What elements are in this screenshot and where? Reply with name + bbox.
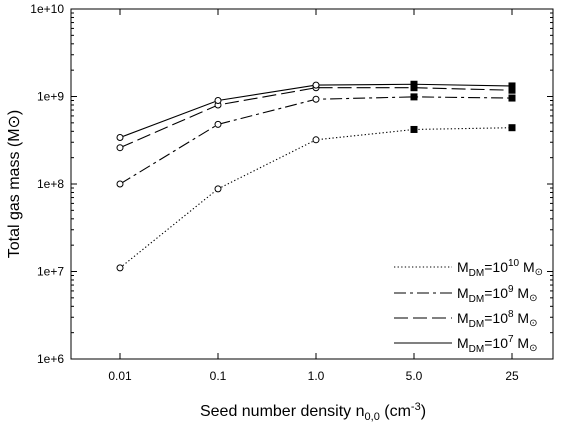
x-tick-label: 5.0 xyxy=(406,369,423,383)
legend-label-mid: =10 xyxy=(484,285,508,301)
data-point-filled xyxy=(410,125,418,133)
data-point-filled xyxy=(508,94,516,102)
series-layer xyxy=(116,80,516,272)
legend-label: MDM=1010 M⊙ xyxy=(457,258,543,279)
x-tick-label: 1.0 xyxy=(308,369,325,383)
x-tick-label: 25 xyxy=(505,369,519,383)
legend-label: MDM=109 M⊙ xyxy=(457,284,538,305)
series-dashdot xyxy=(116,93,516,188)
x-axis-title: Seed number density n0,0 (cm-3) xyxy=(200,401,426,423)
data-point-open xyxy=(214,97,222,105)
legend-label-sun: ⊙ xyxy=(529,318,537,329)
data-point-open xyxy=(312,136,320,144)
legend-label-mid: =10 xyxy=(484,310,508,326)
legend: MDM=1010 M⊙MDM=109 M⊙MDM=108 M⊙MDM=107 M… xyxy=(394,258,543,355)
data-point-filled xyxy=(508,82,516,90)
data-point-open xyxy=(116,133,124,141)
y-tick-label: 1e+6 xyxy=(37,352,64,366)
x-axis-title-unit-sup: -3 xyxy=(411,401,421,413)
x-tick-label: 0.1 xyxy=(210,369,227,383)
legend-label-sup: 9 xyxy=(508,284,514,295)
series-line xyxy=(119,83,513,139)
x-axis-title-unit-open: (cm xyxy=(380,403,411,420)
data-point-open xyxy=(214,185,222,193)
x-tick-label: 0.01 xyxy=(108,369,132,383)
series-line xyxy=(119,127,513,269)
legend-label: MDM=108 M⊙ xyxy=(457,309,538,330)
legend-label-post: M xyxy=(514,285,530,301)
legend-label-sup: 10 xyxy=(508,258,520,269)
legend-label-pre: M xyxy=(457,335,469,351)
data-point-filled xyxy=(410,80,418,88)
legend-label-sun: ⊙ xyxy=(529,293,537,304)
y-axis-title-close: ) xyxy=(6,110,23,115)
legend-label-sub: DM xyxy=(469,344,485,355)
legend-label-pre: M xyxy=(457,259,469,275)
data-point-open xyxy=(116,180,124,188)
data-point-open xyxy=(312,95,320,103)
data-point-open xyxy=(116,144,124,152)
legend-label: MDM=107 M⊙ xyxy=(457,334,538,355)
data-point-open xyxy=(214,120,222,128)
y-tick-label: 1e+9 xyxy=(37,90,64,104)
y-tick-label: 1e+10 xyxy=(30,2,64,16)
legend-label-sub: DM xyxy=(469,319,485,330)
data-point-open xyxy=(116,264,124,272)
series-solid xyxy=(116,80,516,141)
x-axis-title-main: Seed number density n xyxy=(200,403,365,420)
data-point-filled xyxy=(410,93,418,101)
plot-frame xyxy=(70,8,554,360)
x-axis-ticks: 0.01 0.1 1.0 5.0 25 xyxy=(108,9,519,383)
y-axis-title: Total gas mass (M⊙) xyxy=(6,110,23,259)
legend-label-mid: =10 xyxy=(484,335,508,351)
legend-label-mid: =10 xyxy=(484,259,508,275)
legend-label-sun: ⊙ xyxy=(529,343,537,354)
legend-label-sub: DM xyxy=(469,294,485,305)
y-axis-title-main: Total gas mass (M xyxy=(6,128,23,258)
data-point-filled xyxy=(508,124,516,132)
legend-label-sup: 8 xyxy=(508,309,514,320)
legend-label-pre: M xyxy=(457,285,469,301)
legend-label-post: M xyxy=(519,259,535,275)
legend-label-sub: DM xyxy=(469,268,485,279)
legend-label-post: M xyxy=(514,335,530,351)
legend-label-post: M xyxy=(514,310,530,326)
y-axis-ticks: 1e+6 1e+7 1e+8 1e+9 1e+10 xyxy=(30,2,553,366)
series-dotted xyxy=(116,124,516,272)
y-axis-title-sun: ⊙ xyxy=(6,115,23,128)
legend-label-pre: M xyxy=(457,310,469,326)
y-tick-label: 1e+8 xyxy=(37,177,64,191)
legend-label-sun: ⊙ xyxy=(535,267,543,278)
data-point-filled xyxy=(508,86,516,94)
y-tick-label: 1e+7 xyxy=(37,265,64,279)
x-axis-title-unit-close: ) xyxy=(421,403,426,420)
x-axis-title-sub: 0,0 xyxy=(365,411,380,423)
legend-label-sup: 7 xyxy=(508,334,514,345)
data-point-open xyxy=(312,81,320,89)
